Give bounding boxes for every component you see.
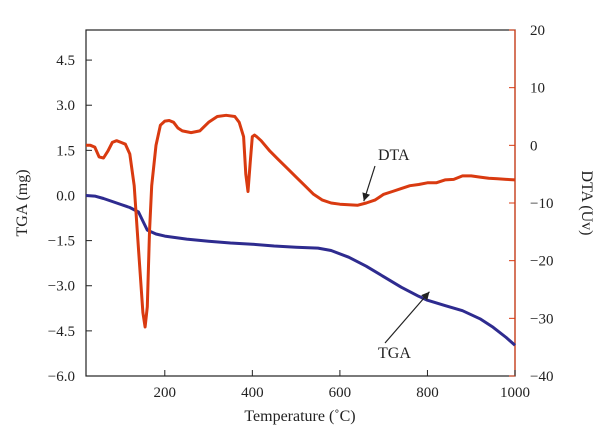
annotations: DTA TGA (362, 147, 430, 362)
dta-series-line (86, 113, 516, 329)
x-tick-label: 1000 (500, 385, 530, 401)
y-right-axis-ticks: 20 10 0 −10 −20 −30 −40 (509, 23, 553, 385)
y-left-tick-label: 4.5 (56, 53, 75, 69)
y-right-tick-label: −40 (530, 369, 553, 385)
annotation-arrow-line (384, 291, 430, 344)
y-right-axis-label: DTA (Uv) (578, 171, 595, 236)
x-tick-label: 200 (154, 385, 177, 401)
annotation-arrow-head (362, 192, 371, 202)
y-left-tick-label: 0.0 (56, 188, 75, 204)
y-right-tick-label: −30 (530, 311, 553, 327)
y-right-tick-label: 10 (530, 81, 545, 97)
y-right-tick-label: −20 (530, 254, 553, 270)
x-axis-label: Temperature (˚C) (244, 408, 355, 425)
y-left-tick-label: −1.5 (48, 234, 75, 250)
y-right-tick-label: −10 (530, 196, 553, 212)
y-left-axis-ticks: 4.5 3.0 1.5 0.0 −1.5 −3.0 −4.5 −6.0 (48, 53, 92, 385)
y-left-tick-label: −4.5 (48, 324, 75, 340)
annotation-label: DTA (378, 147, 410, 164)
y-left-tick-label: 3.0 (56, 98, 75, 114)
y-left-axis-label: TGA (mg) (14, 169, 31, 236)
y-left-tick-label: −3.0 (48, 279, 75, 295)
x-tick-label: 400 (241, 385, 264, 401)
annotation-label: TGA (378, 345, 411, 362)
x-tick-label: 800 (416, 385, 439, 401)
x-tick-label: 600 (329, 385, 352, 401)
y-right-tick-label: 20 (530, 23, 545, 39)
y-left-tick-label: 1.5 (56, 143, 75, 159)
tga-series-line (85, 194, 516, 347)
x-axis-ticks: 200 400 600 800 1000 (154, 370, 530, 401)
y-right-tick-label: 0 (530, 138, 538, 154)
y-left-tick-label: −6.0 (48, 369, 75, 385)
annotation-arrow-head (421, 291, 430, 301)
